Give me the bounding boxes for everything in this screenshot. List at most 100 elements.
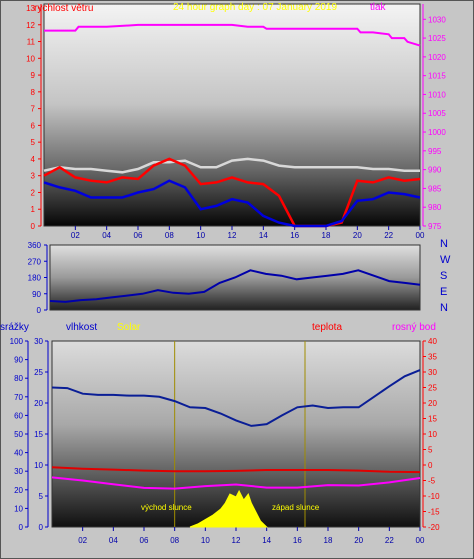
y-left-tick-label: 12	[26, 21, 35, 30]
y-left-tick-label: 2	[31, 188, 36, 197]
x-tick-label: 16	[290, 231, 299, 240]
series-1	[51, 466, 421, 474]
x-tick-label: 08	[170, 536, 179, 545]
x-tick-label: 18	[324, 536, 333, 545]
rain-label: srážky	[0, 322, 29, 333]
temperature-tick-label: 20	[428, 399, 437, 408]
chart-title: 24 hour graph day : 07 January 2019	[173, 2, 337, 13]
y-left-tick-label: 13	[26, 4, 35, 13]
x-tick-label: 02	[71, 231, 80, 240]
direction-tick-label: 0	[37, 306, 42, 315]
x-tick-label: 20	[354, 536, 363, 545]
rain-tick-label: 50	[14, 430, 23, 439]
direction-tick-label: 180	[28, 274, 42, 283]
y-right-tick-label: 1005	[428, 109, 446, 118]
direction-label: W	[440, 254, 451, 266]
temperature-tick-label: 25	[428, 384, 437, 393]
x-tick-label: 04	[102, 231, 111, 240]
rain-tick-label: 10	[14, 504, 23, 513]
series-2	[51, 476, 421, 490]
x-tick-label: 00	[416, 231, 425, 240]
humidity-tick-label: 20	[34, 399, 43, 408]
y-left-tick-label: 5	[31, 138, 36, 147]
rain-tick-label: 100	[10, 337, 24, 346]
y-right-tick-label: 1025	[428, 34, 446, 43]
temperature-tick-label: -10	[428, 492, 440, 501]
temperature-tick-label: 0	[428, 461, 433, 470]
direction-label: N	[440, 302, 448, 314]
humidity-tick-label: 15	[34, 430, 43, 439]
sunrise-label: východ slunce	[141, 503, 192, 512]
x-tick-label: 10	[196, 231, 205, 240]
direction-tick-label: 90	[32, 290, 41, 299]
temperature-tick-label: 35	[428, 353, 437, 362]
x-tick-label: 02	[78, 536, 87, 545]
rain-tick-label: 80	[14, 374, 23, 383]
solar-label: Solar	[117, 322, 141, 333]
series-line-3	[43, 179, 421, 228]
y-right-tick-label: 980	[428, 203, 442, 212]
x-tick-label: 22	[384, 231, 393, 240]
direction-tick-label: 360	[28, 241, 42, 250]
sunset-label: západ slunce	[272, 503, 320, 512]
x-tick-label: 04	[109, 536, 118, 545]
y-left-tick-label: 6	[31, 121, 36, 130]
x-tick-label: 10	[201, 536, 210, 545]
y-left-tick-label: 0	[31, 222, 36, 231]
direction-tick-label: 270	[28, 257, 42, 266]
temperature-tick-label: 30	[428, 368, 437, 377]
y-left-tick-label: 11	[27, 38, 36, 47]
x-tick-label: 00	[416, 536, 425, 545]
y-left-tick-label: 7	[31, 105, 36, 114]
right-axis-label: tlak	[370, 2, 387, 13]
y-right-tick-label: 995	[428, 147, 442, 156]
rain-tick-label: 90	[14, 356, 23, 365]
humidity-tick-label: 0	[39, 523, 44, 532]
rain-tick-label: 20	[14, 486, 23, 495]
y-left-tick-label: 1	[31, 205, 36, 214]
y-right-tick-label: 975	[428, 222, 442, 231]
x-tick-label: 20	[353, 231, 362, 240]
rain-tick-label: 30	[14, 467, 23, 476]
y-left-tick-label: 9	[31, 71, 36, 80]
panel-1-area	[43, 3, 421, 227]
direction-line-0	[49, 269, 421, 303]
temperature-tick-label: -5	[428, 477, 436, 486]
direction-label: E	[440, 286, 447, 298]
series-line-2	[43, 157, 421, 228]
direction-label: N	[440, 238, 448, 250]
rain-tick-label: 70	[14, 393, 23, 402]
temperature-label: teplota	[312, 322, 342, 333]
x-tick-label: 22	[385, 536, 394, 545]
solar-area	[189, 489, 268, 528]
temperature-tick-label: -15	[428, 508, 440, 517]
y-left-tick-label: 10	[26, 54, 35, 63]
x-tick-label: 06	[134, 231, 143, 240]
y-right-tick-label: 985	[428, 184, 442, 193]
y-right-tick-label: 990	[428, 166, 442, 175]
temperature-tick-label: -20	[428, 523, 440, 532]
rain-tick-label: 0	[19, 523, 24, 532]
y-right-tick-label: 1000	[428, 128, 446, 137]
temperature-tick-label: 15	[428, 415, 437, 424]
x-tick-label: 14	[262, 536, 271, 545]
rain-tick-label: 60	[14, 411, 23, 420]
y-right-tick-label: 1020	[428, 53, 446, 62]
x-tick-label: 08	[165, 231, 174, 240]
series-0	[51, 369, 421, 427]
y-left-tick-label: 4	[31, 155, 36, 164]
dewpoint-label: rosný bod	[392, 322, 436, 333]
temperature-tick-label: 5	[428, 446, 433, 455]
x-tick-label: 18	[322, 231, 331, 240]
direction-label: S	[440, 270, 447, 282]
humidity-tick-label: 25	[34, 368, 43, 377]
humidity-tick-label: 30	[34, 337, 43, 346]
temperature-tick-label: 10	[428, 430, 437, 439]
left-axis-label: rychlost větru	[34, 3, 93, 14]
x-tick-label: 12	[228, 231, 237, 240]
x-tick-label: 16	[293, 536, 302, 545]
x-tick-label: 14	[259, 231, 268, 240]
x-tick-label: 06	[140, 536, 149, 545]
